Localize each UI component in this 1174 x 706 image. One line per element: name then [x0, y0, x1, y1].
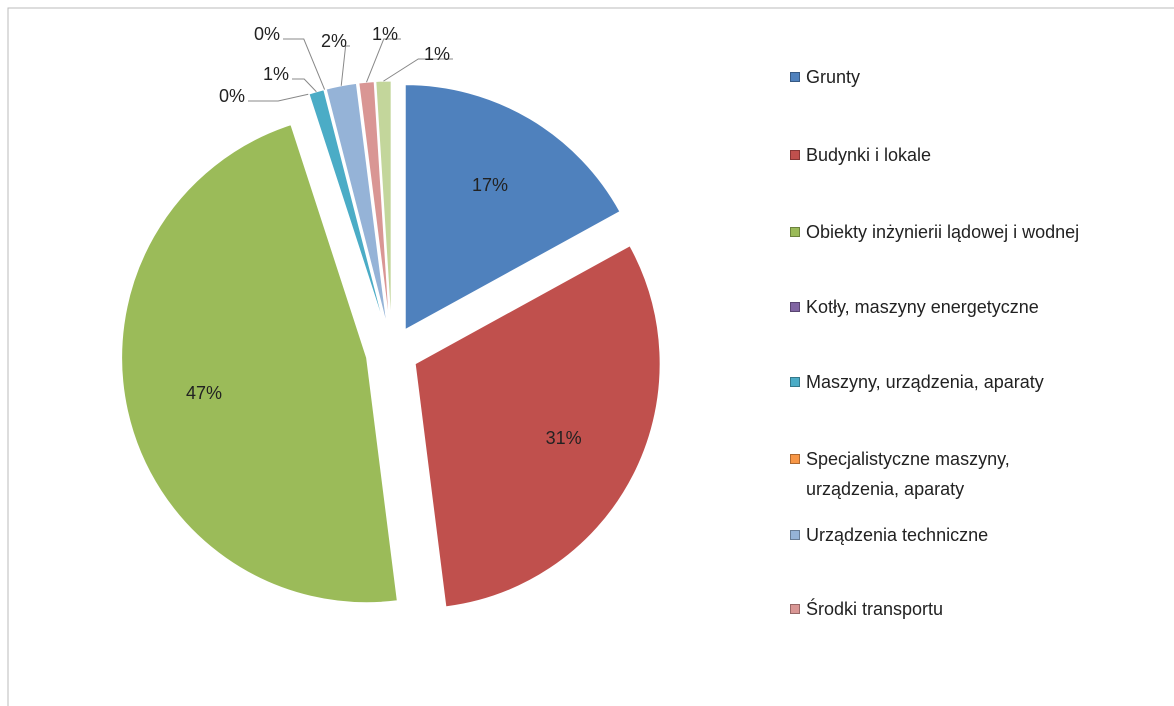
- leader-line: [366, 38, 401, 83]
- pie-slice: [324, 89, 387, 327]
- legend-item: Urządzenia techniczne: [790, 520, 988, 550]
- pie-slice: [404, 84, 621, 331]
- data-label: 0%: [254, 24, 280, 44]
- data-label: 1%: [372, 24, 398, 44]
- data-label: 31%: [546, 428, 582, 448]
- pie-slice: [358, 81, 391, 327]
- leader-line: [383, 58, 453, 82]
- legend-item: Środki transportu: [790, 594, 943, 624]
- data-label: 17%: [472, 175, 508, 195]
- legend-swatch: [790, 454, 800, 464]
- leader-line: [292, 78, 317, 93]
- data-label: 47%: [186, 383, 222, 403]
- legend-label: Maszyny, urządzenia, aparaty: [806, 372, 1044, 392]
- legend-swatch: [790, 72, 800, 82]
- legend-label: Obiekty inżynierii lądowej i wodnej: [806, 222, 1080, 242]
- legend-swatch: [790, 530, 800, 540]
- legend-item: Obiekty inżynierii lądowej i wodnej: [790, 217, 1079, 247]
- legend-item: Kotły, maszyny energetyczne: [790, 292, 1039, 322]
- legend-label: Specjalistyczne maszyny, urządzenia, apa…: [806, 449, 1010, 499]
- leader-line: [283, 38, 326, 90]
- legend-swatch: [790, 377, 800, 387]
- data-label: 1%: [424, 44, 450, 64]
- legend-label: Budynki i lokale: [806, 145, 932, 165]
- legend-label: Urządzenia techniczne: [806, 525, 989, 545]
- frame: [7, 7, 1174, 706]
- legend-label: Kotły, maszyny energetyczne: [806, 297, 1039, 317]
- data-label: 2%: [321, 31, 347, 51]
- legend-item: Specjalistyczne maszyny, urządzenia, apa…: [790, 444, 1066, 504]
- pie-slice: [325, 82, 388, 327]
- legend-label: Środki transportu: [806, 599, 944, 619]
- data-label: 0%: [219, 86, 245, 106]
- data-label: 1%: [263, 64, 289, 84]
- pie-slice: [414, 245, 661, 608]
- legend-swatch: [790, 604, 800, 614]
- legend-swatch: [790, 302, 800, 312]
- legend-swatch: [790, 150, 800, 160]
- legend-swatch: [790, 227, 800, 237]
- legend-label: Grunty: [806, 67, 861, 87]
- legend-item: Maszyny, urządzenia, aparaty: [790, 367, 1044, 397]
- leader-line: [248, 93, 309, 102]
- pie-slice: [121, 124, 398, 604]
- leader-line: [340, 45, 350, 86]
- legend-item: Grunty: [790, 62, 860, 92]
- legend-item: Budynki i lokale: [790, 140, 931, 170]
